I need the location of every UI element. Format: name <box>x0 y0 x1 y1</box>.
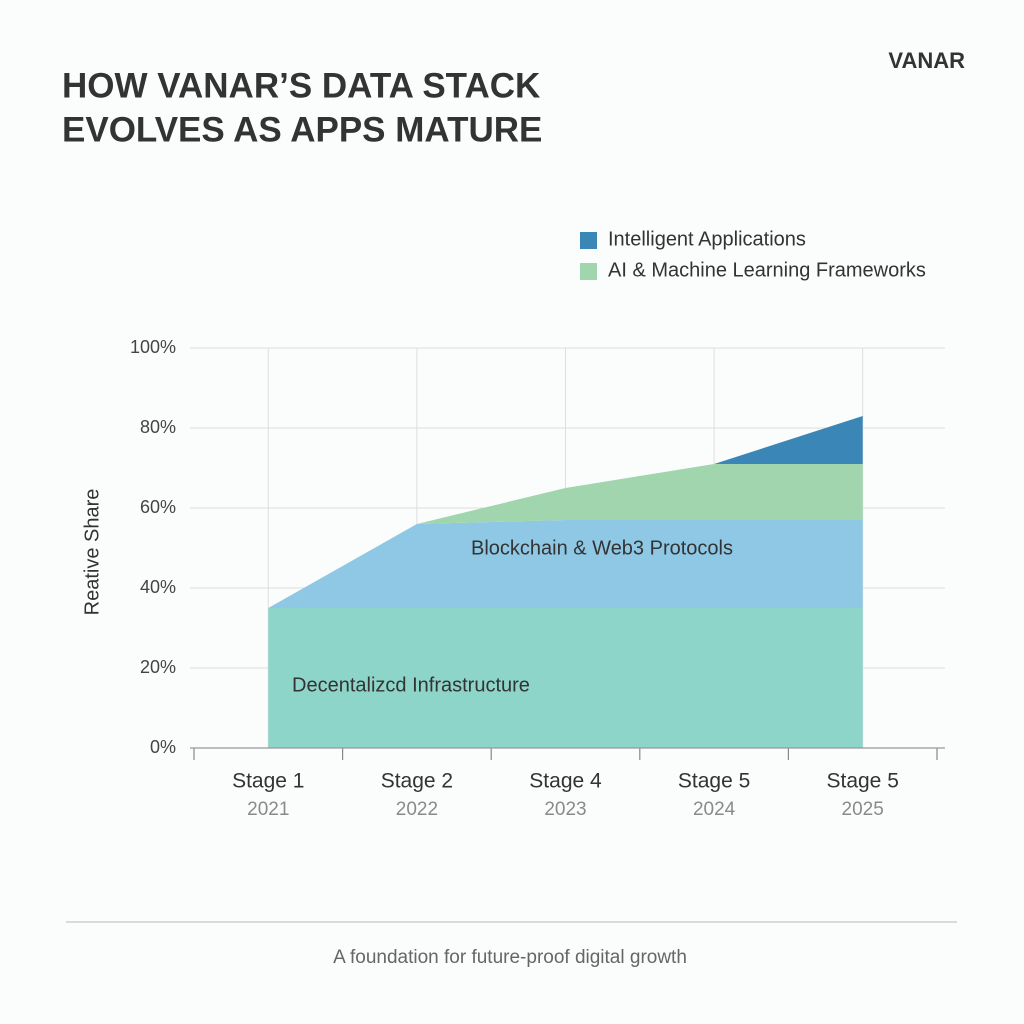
brand-logo: VANAR <box>888 48 965 73</box>
x-tick-label: Stage 1 <box>232 770 304 793</box>
area <box>268 416 863 608</box>
y-tick-label: 80% <box>140 417 176 437</box>
x-tick-sublabel: 2025 <box>842 799 884 820</box>
y-tick-label: 40% <box>140 577 176 597</box>
x-tick-sublabel: 2021 <box>247 799 289 820</box>
area <box>268 608 863 748</box>
labels: 100% 60% 80% 40% 20% 0% Stage 1 2021 Stage 2 2022… <box>130 228 945 820</box>
areas <box>268 416 863 748</box>
y-tick-label: 20% <box>140 657 176 677</box>
legend-swatch <box>580 263 597 280</box>
y-axis-label: Reative Share <box>81 489 103 616</box>
legend-label: AI & Machine Learning Frameworks <box>608 259 926 281</box>
x-tick-label: Stage 5 <box>826 770 898 793</box>
x-tick-sublabel: 2022 <box>396 799 438 820</box>
area-label: Decentalizcd Infrastructure <box>292 674 530 696</box>
y-tick-label: 60% <box>140 497 176 517</box>
footer: A foundation for future-proof digital gr… <box>333 947 687 968</box>
area <box>268 464 863 608</box>
area <box>268 520 863 608</box>
x-tick-sublabel: 2024 <box>693 799 736 820</box>
legend-label: Intelligent Applications <box>608 228 806 250</box>
legend-swatch <box>580 232 597 249</box>
y-tick-label: 100% <box>130 337 176 357</box>
y-tick-label: 0% <box>150 737 176 757</box>
area-label: Blockchain & Web3 Protocols <box>471 537 733 559</box>
x-tick-label: Stage 4 <box>529 770 602 793</box>
x-tick-label: Stage 5 <box>678 770 750 793</box>
chart-title: EVOLVES AS APPS MATURE <box>62 110 542 149</box>
x-tick-sublabel: 2023 <box>544 799 586 820</box>
x-tick-label: Stage 2 <box>381 770 453 793</box>
chart-title: HOW VANAR’S DATA STACK <box>62 66 540 105</box>
